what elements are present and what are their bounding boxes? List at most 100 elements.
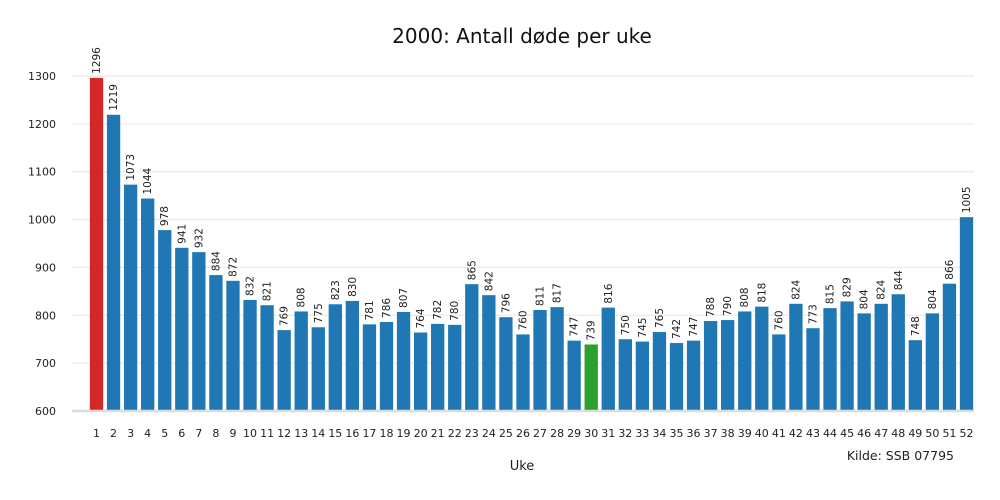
x-tick-label: 35: [670, 427, 684, 440]
y-tick-labels: 600 700 800 900 1000 1100 1200 1300: [28, 70, 56, 418]
bar-week-47: [874, 303, 888, 411]
bar-week-34: [652, 332, 667, 411]
data-label: 804: [927, 289, 939, 309]
data-label: 884: [210, 251, 222, 271]
data-label: 780: [449, 301, 461, 321]
x-tick-label: 15: [328, 427, 342, 440]
bar-week-42: [789, 303, 803, 411]
source-note: Kilde: SSB 07795: [847, 448, 954, 463]
x-tick-label: 13: [294, 427, 308, 440]
data-label: 811: [535, 286, 547, 306]
x-tick-label: 2: [110, 427, 117, 440]
x-tick-label: 4: [144, 427, 151, 440]
data-label: 817: [552, 283, 564, 303]
x-tick-label: 49: [908, 427, 922, 440]
x-tick-label: 46: [857, 427, 871, 440]
bar-week-49: [908, 340, 922, 411]
bar-week-24: [482, 295, 496, 411]
data-label: 781: [364, 300, 376, 320]
data-label: 750: [620, 315, 632, 335]
x-tick-label: 26: [516, 427, 530, 440]
bar-week-52: [959, 217, 974, 411]
x-tick-label: 44: [823, 427, 837, 440]
x-tick-label: 40: [755, 427, 769, 440]
data-label: 872: [227, 257, 239, 277]
bar-week-44: [823, 308, 837, 411]
x-tick-label: 42: [789, 427, 803, 440]
bar-week-19: [396, 311, 411, 411]
bar-week-50: [925, 313, 940, 411]
bar-week-18: [379, 321, 394, 411]
data-label: 815: [825, 284, 837, 304]
x-tick-label: 37: [704, 427, 718, 440]
data-label: 765: [654, 308, 666, 328]
x-tick-labels: 1 2 3 4 5 6 7 8 9 10 11 12 13 14 15 16 17 18 19 20 21 22 23 24 2…: [93, 427, 974, 440]
x-tick-label: 25: [499, 427, 513, 440]
bar-week-39: [738, 311, 752, 411]
x-tick-label: 1: [93, 427, 100, 440]
data-label: 824: [790, 279, 802, 299]
x-tick-label: 41: [772, 427, 786, 440]
x-tick-label: 34: [652, 427, 666, 440]
data-label: 978: [159, 206, 171, 226]
y-tick-label: 600: [35, 405, 56, 418]
data-label: 782: [432, 300, 444, 320]
bar-week-3: [123, 184, 138, 411]
y-tick-label: 700: [35, 357, 56, 370]
data-label: 796: [500, 293, 512, 313]
x-tick-label: 43: [806, 427, 820, 440]
data-label: 1005: [961, 186, 973, 213]
x-tick-label: 31: [601, 427, 615, 440]
data-label: 932: [193, 228, 205, 248]
data-label: 760: [773, 310, 785, 330]
bar-week-9: [226, 280, 240, 411]
x-tick-label: 28: [550, 427, 564, 440]
x-tick-label: 11: [260, 427, 274, 440]
bar-week-6: [175, 247, 189, 411]
x-axis-label: Uke: [510, 459, 535, 474]
x-tick-label: 18: [380, 427, 394, 440]
bar-week-21: [431, 323, 445, 411]
data-label: 760: [517, 310, 529, 330]
x-tick-label: 51: [942, 427, 956, 440]
bar-week-14: [311, 327, 325, 411]
bar-week-32: [618, 339, 632, 411]
bar-week-11: [260, 305, 274, 411]
bar-week-38: [721, 320, 735, 411]
x-tick-label: 16: [345, 427, 359, 440]
data-label: 775: [313, 303, 325, 323]
y-tick-label: 1100: [28, 166, 56, 179]
bar-week-48: [891, 294, 905, 411]
data-label: 769: [279, 306, 291, 326]
x-tick-label: 5: [161, 427, 168, 440]
x-tick-label: 48: [891, 427, 905, 440]
bar-week-30: [584, 344, 598, 411]
bar-week-40: [755, 306, 769, 411]
bar-week-23: [465, 284, 479, 411]
bar-week-28: [550, 307, 564, 411]
x-tick-label: 32: [618, 427, 632, 440]
data-label: 790: [722, 296, 734, 316]
data-label: 832: [245, 276, 257, 296]
x-tick-label: 39: [738, 427, 752, 440]
data-label: 830: [347, 277, 359, 297]
x-tick-label: 17: [362, 427, 376, 440]
data-label: 773: [807, 304, 819, 324]
data-label: 786: [381, 298, 393, 318]
data-label: 941: [176, 224, 188, 244]
x-tick-label: 47: [874, 427, 888, 440]
data-label: 865: [466, 260, 478, 280]
data-label: 829: [842, 277, 854, 297]
data-label: 788: [705, 297, 717, 317]
x-tick-label: 10: [243, 427, 257, 440]
bar-week-31: [601, 307, 615, 411]
y-tick-label: 1200: [28, 118, 56, 131]
bar-week-10: [243, 299, 257, 411]
bar-week-12: [277, 330, 291, 411]
x-tick-label: 24: [482, 427, 496, 440]
data-label: 748: [910, 316, 922, 336]
bar-week-17: [362, 324, 377, 411]
data-label: 764: [415, 308, 427, 328]
bar-week-37: [703, 321, 718, 411]
bar-week-1: [89, 77, 104, 412]
